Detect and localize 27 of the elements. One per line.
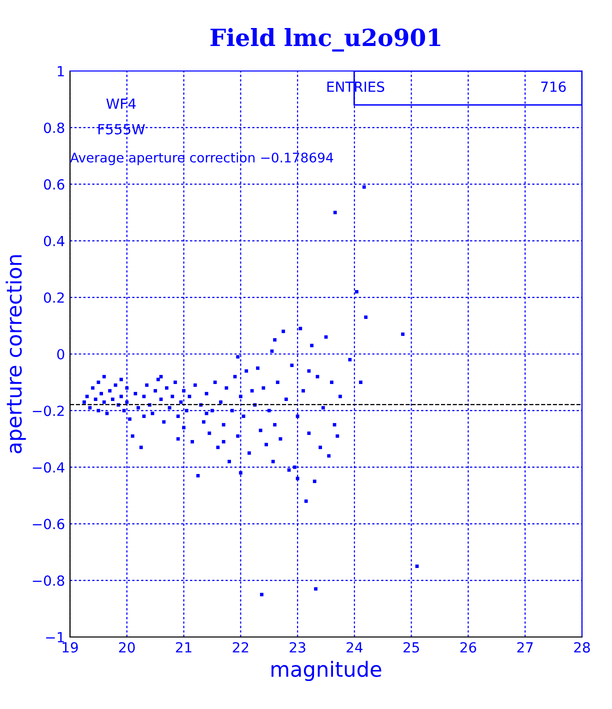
x-tick-label: 25 xyxy=(404,642,419,653)
annotation: 716 xyxy=(541,82,566,92)
y-tick-label: 0.2 xyxy=(44,292,64,303)
y-tick-label: 0.8 xyxy=(44,122,64,134)
x-tick-label: 22 xyxy=(232,642,248,652)
y-tick-label: −0.2 xyxy=(32,406,64,416)
y-tick-label: 1 xyxy=(58,66,64,76)
chart-title: Field lmc_u2o901 xyxy=(210,28,440,52)
x-tick-label: 23 xyxy=(290,642,306,653)
y-tick-label: −0.6 xyxy=(32,518,64,530)
y-tick-label: 0 xyxy=(57,348,64,360)
annotation: WF4 xyxy=(106,98,136,109)
y-tick-label: −0.4 xyxy=(32,462,64,473)
x-axis-title: magnitude xyxy=(272,660,382,682)
x-tick-label: 27 xyxy=(517,642,533,652)
x-tick-label: 21 xyxy=(176,642,192,652)
y-tick-label: 0.6 xyxy=(44,179,64,190)
x-tick-label: 26 xyxy=(460,642,476,653)
x-tick-label: 28 xyxy=(574,642,590,653)
x-tick-label: 24 xyxy=(346,642,362,652)
y-tick-label: −1 xyxy=(46,632,64,642)
y-tick-label: 0.4 xyxy=(44,236,64,246)
y-axis-title: aperture correction xyxy=(6,255,26,454)
y-tick-label: −0.8 xyxy=(32,575,64,586)
x-tick-label: 20 xyxy=(119,642,135,653)
x-tick-label: 19 xyxy=(62,642,78,653)
annotation: F555W xyxy=(98,124,145,134)
